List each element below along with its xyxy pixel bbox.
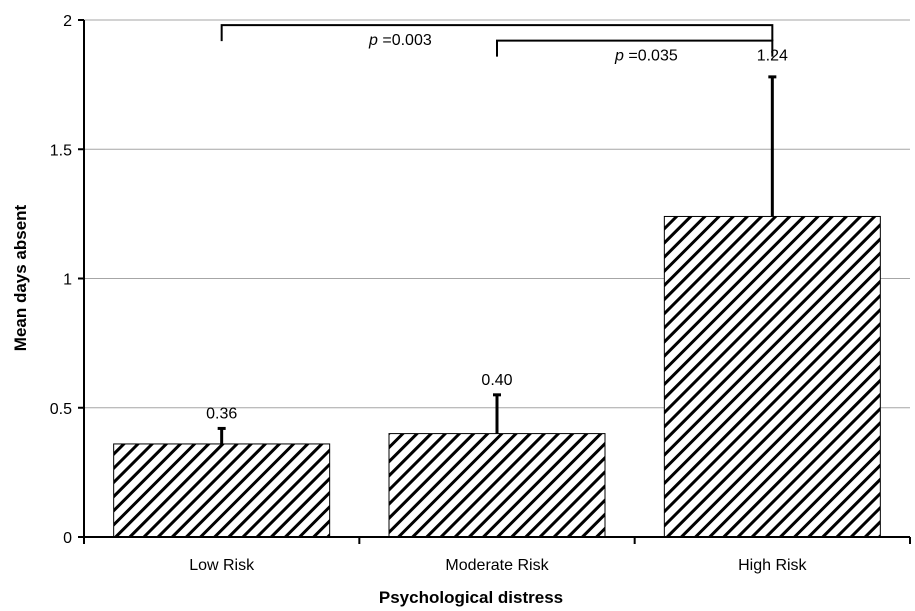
y-tick-label: 1: [63, 272, 72, 289]
y-axis-title: Mean days absent: [11, 204, 30, 351]
y-tick-label: 1.5: [50, 142, 72, 159]
bar: [388, 433, 606, 538]
bar: [663, 215, 881, 538]
y-tick-label: 0.5: [50, 401, 72, 418]
x-axis-title: Psychological distress: [379, 588, 563, 607]
bar: [113, 443, 331, 538]
x-tick-label: High Risk: [738, 557, 807, 574]
data-label: 0.36: [206, 405, 237, 422]
p-value-label: p =0.003: [368, 32, 432, 49]
p-symbol: p: [368, 32, 378, 49]
p-symbol: p: [614, 48, 624, 65]
p-value: =0.003: [378, 32, 432, 49]
significance-bracket: [220, 24, 774, 42]
x-tick-label: Low Risk: [189, 557, 255, 574]
significance-bracket: [496, 39, 774, 57]
data-label: 0.40: [481, 372, 512, 389]
p-value: =0.035: [624, 48, 678, 65]
y-tick-label: 0: [63, 530, 72, 547]
bars: 0.360.401.24: [113, 48, 881, 538]
y-tick-label: 2: [63, 13, 72, 30]
p-value-label: p =0.035: [614, 48, 678, 65]
axes: 0 0.5 1 1.5 2 Low Risk Moderate Risk High Risk: [50, 13, 911, 574]
x-tick-label: Moderate Risk: [445, 557, 549, 574]
